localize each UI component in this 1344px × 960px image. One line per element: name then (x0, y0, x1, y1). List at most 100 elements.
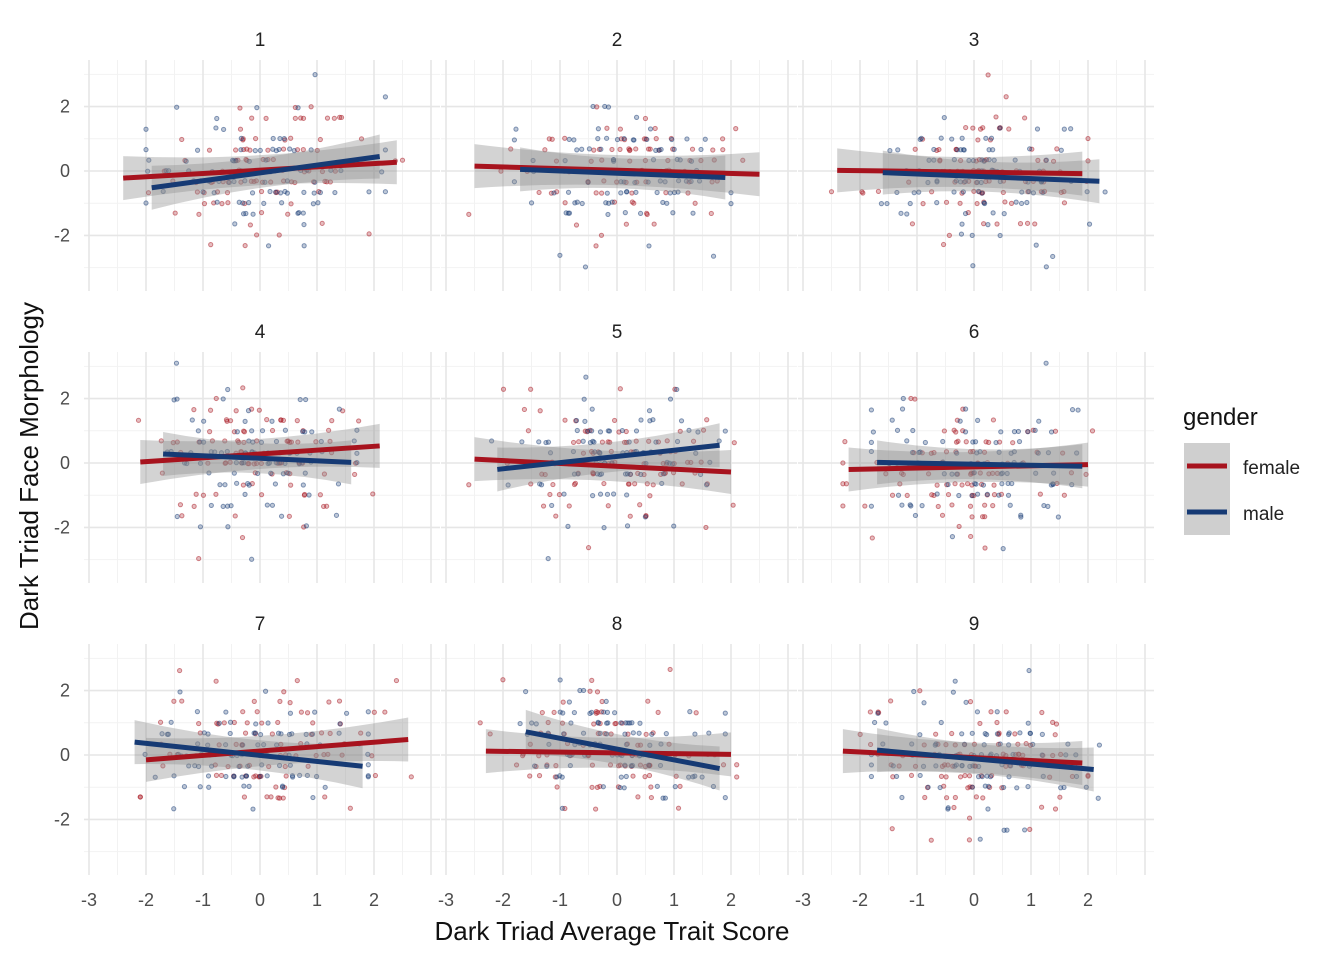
point-male (549, 502, 555, 509)
point-female (667, 666, 673, 673)
fit-line-male (151, 154, 381, 191)
point-male (998, 429, 1004, 435)
point-female (587, 688, 593, 694)
y-tick-label: 0 (60, 745, 70, 765)
point-female (589, 762, 596, 768)
point-female (643, 731, 649, 737)
point-female (593, 806, 599, 812)
point-male (313, 773, 320, 780)
point-female (646, 772, 653, 779)
point-female (240, 482, 246, 488)
point-male (312, 709, 318, 715)
point-male (1025, 783, 1031, 790)
point-female (703, 524, 709, 531)
point-male (300, 210, 306, 216)
point-female (319, 168, 326, 175)
fit-line-female (123, 159, 397, 181)
y-axis-title: Dark Triad Face Morphology (14, 302, 44, 630)
point-male (618, 720, 624, 726)
point-male (920, 763, 927, 769)
y-tick-label: 2 (60, 389, 70, 409)
point-male (382, 147, 388, 153)
point-male (1035, 450, 1041, 456)
point-male (990, 210, 996, 216)
point-male (189, 417, 195, 423)
point-female (843, 481, 850, 487)
point-male (197, 784, 203, 790)
point-male (638, 471, 644, 478)
point-female (912, 763, 919, 769)
point-male (173, 360, 180, 366)
point-female (955, 438, 961, 444)
point-male (1011, 449, 1017, 455)
point-male (996, 492, 1002, 498)
point-female (665, 157, 671, 164)
point-male (143, 126, 149, 132)
point-female (698, 459, 704, 465)
point-male (987, 774, 994, 780)
point-female (967, 699, 974, 705)
point-male (960, 189, 966, 195)
facet-panel-4: 4 (84, 322, 440, 583)
point-female (336, 698, 343, 704)
point-male (312, 72, 318, 78)
point-male (171, 806, 177, 812)
point-male (998, 471, 1004, 477)
point-male (574, 427, 580, 434)
point-male (660, 795, 666, 801)
point-female (171, 698, 177, 704)
point-female (693, 710, 699, 716)
point-female (941, 428, 947, 434)
point-male (994, 731, 1001, 737)
point-male (981, 200, 987, 206)
point-female (966, 773, 973, 779)
fit-line-male (877, 459, 1083, 469)
point-female (928, 837, 934, 843)
point-female (216, 742, 222, 748)
point-female (207, 429, 213, 435)
point-male (1058, 785, 1064, 791)
point-male (282, 427, 288, 433)
point-female (862, 503, 868, 509)
point-female (651, 221, 657, 227)
y-tick-label: 2 (60, 97, 70, 117)
point-female (593, 190, 599, 196)
point-male (303, 523, 310, 529)
point-female (957, 157, 964, 164)
point-female (990, 470, 996, 476)
point-female (677, 783, 683, 789)
point-male (612, 710, 618, 716)
point-male (270, 146, 276, 152)
point-male (1086, 221, 1093, 227)
point-female (1017, 221, 1024, 227)
point-female (1027, 826, 1033, 832)
point-male (544, 763, 550, 769)
point-male (582, 264, 589, 270)
point-male (335, 481, 342, 487)
point-male (146, 157, 152, 163)
point-male (904, 438, 910, 444)
point-female (708, 210, 714, 217)
point-male (250, 211, 256, 217)
point-male (183, 158, 189, 164)
point-male (916, 189, 922, 195)
point-male (1025, 429, 1031, 435)
point-female (347, 805, 353, 811)
point-female (537, 408, 543, 414)
point-male (590, 493, 596, 499)
point-male (917, 732, 923, 738)
point-male (315, 200, 321, 206)
point-female (158, 438, 164, 444)
point-male (547, 450, 554, 456)
point-female (990, 503, 996, 509)
point-female (218, 772, 225, 779)
point-female (655, 709, 661, 715)
point-male (583, 374, 589, 380)
point-male (338, 167, 344, 174)
x-axis-title: Dark Triad Average Trait Score (434, 916, 789, 946)
point-female (1012, 731, 1018, 737)
point-male (259, 762, 265, 768)
point-female (599, 439, 606, 445)
x-tick-label: -2 (495, 890, 511, 910)
point-male (945, 481, 951, 488)
